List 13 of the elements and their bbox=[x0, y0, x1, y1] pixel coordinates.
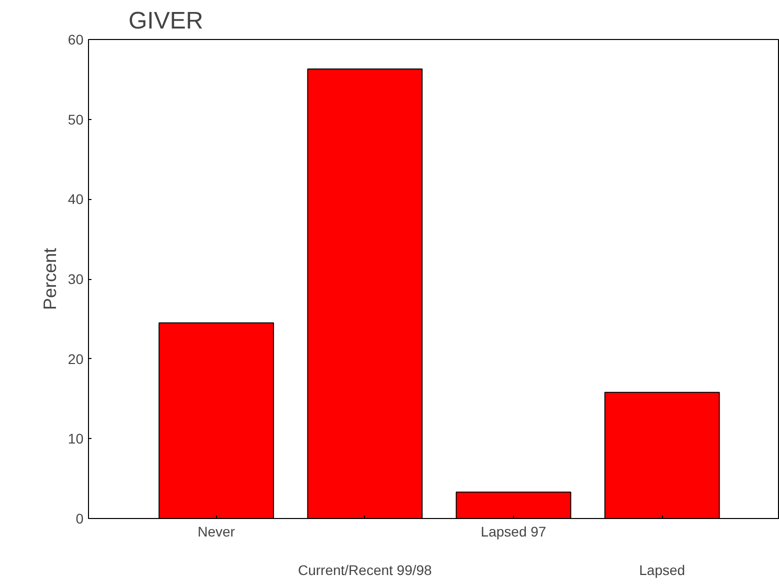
y-tick-label: 50 bbox=[68, 111, 84, 128]
y-tick-label: 0 bbox=[76, 510, 84, 526]
x-tick-label: Never bbox=[198, 524, 236, 540]
y-tick-label: 60 bbox=[68, 32, 84, 48]
x-tick-label: Current/Recent 99/98 bbox=[298, 562, 432, 578]
y-tick-label: 30 bbox=[68, 271, 84, 287]
x-tick-label: Lapsed bbox=[639, 562, 686, 578]
y-tick-label: 10 bbox=[68, 430, 84, 447]
y-axis-title: Percent bbox=[40, 248, 60, 310]
y-tick-label: 40 bbox=[68, 191, 84, 208]
y-tick-label: 20 bbox=[68, 350, 84, 367]
chart-title: GIVER bbox=[128, 8, 204, 34]
x-tick-label: Lapsed 97 bbox=[480, 524, 546, 540]
